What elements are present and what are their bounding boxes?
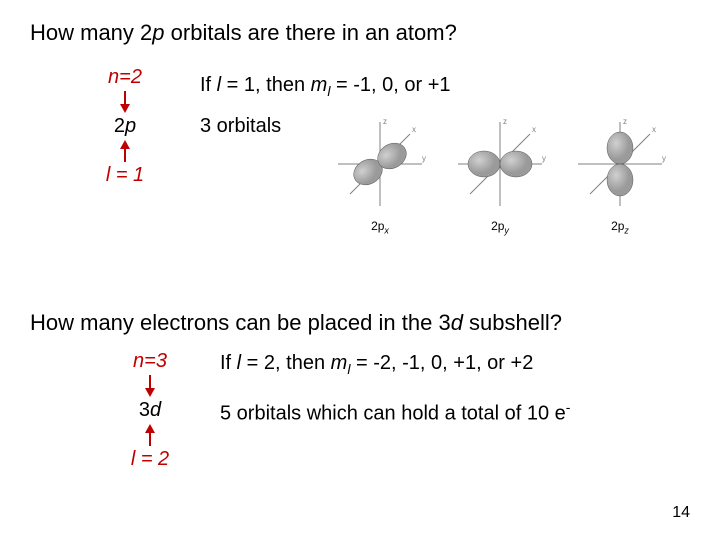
q1-pre: How many 2: [30, 20, 152, 45]
orbital-diagrams: z y x 2px z y x 2py z y: [330, 114, 670, 235]
q1-n-post: =2: [119, 66, 142, 88]
orbital-z-icon: z y x: [570, 114, 670, 214]
orbital-y-caption: 2py: [450, 219, 550, 235]
arrow-up-icon: [144, 424, 156, 446]
svg-text:z: z: [503, 117, 507, 126]
q1-left-column: n=2 2p l = 1: [80, 66, 170, 187]
orbital-z: z y x 2pz: [570, 114, 670, 235]
svg-text:x: x: [412, 125, 416, 134]
page-number: 14: [672, 504, 690, 522]
q2-post: subshell?: [463, 310, 562, 335]
q1-l1-mid: = 1, then: [221, 74, 311, 96]
q2-l2-pre: 5 orbitals which can hold a total of 10 …: [220, 403, 566, 425]
orbital-x: z y x 2px: [330, 114, 430, 235]
q2-l1-mid: = 2, then: [241, 352, 331, 374]
q1-sub-pre: 2: [114, 115, 125, 137]
arrow-down-icon: [144, 375, 156, 397]
question-1: How many 2p orbitals are there in an ato…: [30, 20, 690, 46]
section-2: How many electrons can be placed in the …: [30, 310, 690, 356]
q2-pre: How many electrons can be placed in the …: [30, 310, 451, 335]
q2-n-label: n=3: [110, 350, 190, 373]
orbital-y: z y x 2py: [450, 114, 550, 235]
arrow-up-icon: [119, 140, 131, 162]
q2-sub-pre: 3: [139, 399, 150, 421]
svg-text:y: y: [542, 154, 546, 163]
svg-text:z: z: [383, 117, 387, 126]
svg-text:y: y: [662, 154, 666, 163]
orbital-y-icon: z y x: [450, 114, 550, 214]
q2-n-pre: n: [133, 350, 144, 372]
q1-l-post: = 1: [110, 164, 144, 186]
q2-line2: 5 orbitals which can hold a total of 10 …: [220, 399, 570, 426]
q2-right-column: If l = 2, then ml = -2, -1, 0, +1, or +2…: [220, 352, 570, 448]
svg-text:z: z: [623, 117, 627, 126]
q1-n-pre: n: [108, 66, 119, 88]
svg-text:y: y: [422, 154, 426, 163]
slide: How many 2p orbitals are there in an ato…: [0, 0, 720, 540]
question-2: How many electrons can be placed in the …: [30, 310, 690, 336]
q2-sub-letter: d: [150, 399, 161, 421]
q1-sub-letter: p: [125, 115, 136, 137]
q1-l1-pre: If: [200, 74, 217, 96]
q1-l1-post: = -1, 0, or +1: [330, 74, 450, 96]
q2-subshell: 3d: [110, 399, 190, 422]
q2-mid: d: [451, 310, 463, 335]
svg-text:x: x: [532, 125, 536, 134]
q2-l1-pre: If: [220, 352, 237, 374]
q2-l1-m: m: [331, 352, 348, 374]
q1-subshell: 2p: [80, 115, 170, 138]
svg-text:x: x: [652, 125, 656, 134]
arrow-down-icon: [119, 91, 131, 113]
q2-l-label: l = 2: [110, 448, 190, 471]
q1-n-label: n=2: [80, 66, 170, 89]
orbital-x-caption: 2px: [330, 219, 430, 235]
q2-l1-post: = -2, -1, 0, +1, or +2: [350, 352, 533, 374]
q1-l1-m: m: [311, 74, 328, 96]
q1-post: orbitals are there in an atom?: [165, 20, 457, 45]
q1-mid: p: [152, 20, 164, 45]
q2-line1: If l = 2, then ml = -2, -1, 0, +1, or +2: [220, 352, 570, 377]
q2-n-post: =3: [144, 350, 167, 372]
q2-l2-sup: -: [566, 399, 571, 415]
orbital-x-icon: z y x: [330, 114, 430, 214]
q2-l-post: = 2: [135, 448, 169, 470]
q2-left-column: n=3 3d l = 2: [110, 350, 190, 471]
q1-line1: If l = 1, then ml = -1, 0, or +1: [200, 74, 451, 99]
orbital-z-caption: 2pz: [570, 219, 670, 235]
q1-l-label: l = 1: [80, 164, 170, 187]
section-1: n=2 2p l = 1 If l = 1, then ml = -1, 0, …: [30, 66, 690, 246]
